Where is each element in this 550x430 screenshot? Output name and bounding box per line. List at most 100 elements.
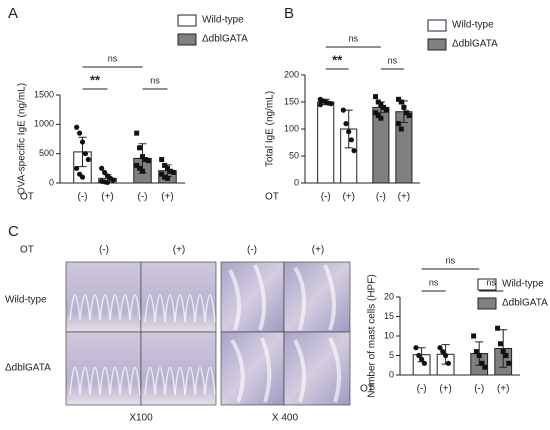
legend-swatch bbox=[427, 19, 447, 32]
data-point bbox=[82, 151, 89, 157]
data-point bbox=[476, 353, 482, 358]
significance-label: ns bbox=[486, 277, 496, 287]
legend-swatch bbox=[477, 297, 497, 310]
data-point bbox=[506, 360, 512, 366]
data-point bbox=[381, 104, 387, 110]
x-tick-label: (-) bbox=[138, 192, 148, 203]
villi bbox=[69, 294, 216, 396]
data-point bbox=[416, 352, 422, 359]
data-point bbox=[346, 129, 352, 135]
data-point bbox=[398, 99, 404, 105]
data-point bbox=[74, 124, 80, 130]
bar bbox=[317, 101, 335, 184]
y-axis-label: Total IgE (ng/mL) bbox=[265, 91, 276, 167]
significance-label: ns bbox=[446, 255, 456, 265]
y-axis-label: OVA-specific IgE (ng/mL) bbox=[17, 83, 28, 195]
legend-label: Wild-type bbox=[502, 279, 544, 290]
x-tick-label: (+) bbox=[497, 384, 510, 395]
data-point bbox=[159, 171, 165, 177]
data-point bbox=[343, 121, 349, 127]
significance-label: ns bbox=[150, 75, 160, 85]
panel-label: B bbox=[284, 5, 294, 22]
x-tick-label: (+) bbox=[101, 192, 114, 203]
micrograph-column: (+) bbox=[173, 245, 186, 256]
y-tick-label: 1000 bbox=[34, 119, 54, 129]
y-tick-label: 15 bbox=[384, 311, 394, 321]
y-tick-label: 5 bbox=[389, 350, 394, 360]
error-bar bbox=[344, 109, 353, 149]
y-tick-label: 1500 bbox=[34, 89, 54, 99]
panel-label: A bbox=[8, 5, 18, 22]
data-point bbox=[110, 177, 116, 183]
magnification: X 400 bbox=[272, 413, 299, 424]
data-point bbox=[440, 349, 446, 355]
data-point bbox=[317, 102, 323, 108]
x-tick-label: (+) bbox=[161, 192, 174, 203]
legend-label: ΔdblGATA bbox=[452, 39, 498, 50]
x-tick-label: (+) bbox=[439, 384, 452, 395]
data-point bbox=[328, 101, 334, 107]
data-point bbox=[383, 107, 389, 113]
data-point bbox=[348, 137, 354, 143]
data-point bbox=[375, 113, 381, 118]
data-point bbox=[396, 96, 402, 102]
data-point bbox=[479, 360, 485, 366]
data-point bbox=[419, 356, 425, 362]
y-axis-label: Number of mast cells (HPF) bbox=[367, 274, 378, 397]
data-point bbox=[79, 174, 86, 180]
data-point bbox=[413, 345, 419, 351]
x-tick-label: (+) bbox=[398, 192, 411, 203]
data-point bbox=[401, 104, 407, 110]
data-point bbox=[482, 364, 488, 370]
x-axis-label: OT bbox=[20, 192, 34, 203]
significance-label: ns bbox=[429, 277, 439, 287]
data-point bbox=[134, 130, 140, 136]
y-tick-label: 100 bbox=[284, 123, 299, 133]
data-point bbox=[471, 333, 477, 339]
data-point bbox=[404, 110, 410, 116]
data-point bbox=[159, 157, 165, 163]
data-point bbox=[101, 169, 108, 176]
micrograph-column: (-) bbox=[99, 245, 109, 256]
y-tick-label: 10 bbox=[384, 330, 394, 340]
micrograph-row: Wild-type bbox=[5, 295, 47, 306]
y-tick-label: 200 bbox=[284, 69, 299, 79]
x-axis-label: OT bbox=[265, 192, 279, 203]
data-point bbox=[165, 175, 170, 181]
data-point bbox=[85, 156, 91, 163]
data-point bbox=[497, 341, 503, 347]
data-point bbox=[443, 352, 449, 359]
data-point bbox=[134, 162, 140, 168]
data-point bbox=[351, 148, 357, 154]
data-point bbox=[137, 145, 143, 151]
micrograph-column: (-) bbox=[247, 245, 257, 256]
y-tick-label: 0 bbox=[49, 177, 54, 187]
data-point bbox=[445, 360, 451, 366]
data-point bbox=[104, 179, 111, 186]
data-point bbox=[142, 157, 148, 163]
x-tick-label: (-) bbox=[376, 192, 386, 203]
data-point bbox=[421, 360, 427, 366]
data-point bbox=[167, 168, 173, 174]
data-point bbox=[170, 169, 176, 175]
data-point bbox=[406, 113, 412, 118]
panel-label: C bbox=[8, 223, 19, 240]
x-tick-label: (-) bbox=[321, 192, 331, 203]
x-tick-label: (-) bbox=[417, 384, 427, 395]
legend-label: ΔdblGATA bbox=[502, 298, 548, 309]
y-tick-label: 150 bbox=[284, 96, 299, 106]
data-point bbox=[76, 130, 83, 136]
micrograph-row: ΔdblGATA bbox=[5, 363, 51, 374]
y-tick-label: 500 bbox=[39, 148, 54, 158]
data-point bbox=[495, 325, 501, 331]
x-tick-label: (+) bbox=[342, 192, 355, 203]
legend-swatch bbox=[177, 33, 197, 46]
villi bbox=[228, 264, 341, 403]
data-point bbox=[375, 99, 381, 105]
legend-swatch bbox=[477, 278, 497, 291]
significance-label: ns bbox=[388, 55, 398, 65]
micrograph bbox=[283, 261, 351, 333]
micrograph-column: (+) bbox=[312, 245, 325, 256]
legend-label: ΔdblGATA bbox=[202, 34, 248, 45]
